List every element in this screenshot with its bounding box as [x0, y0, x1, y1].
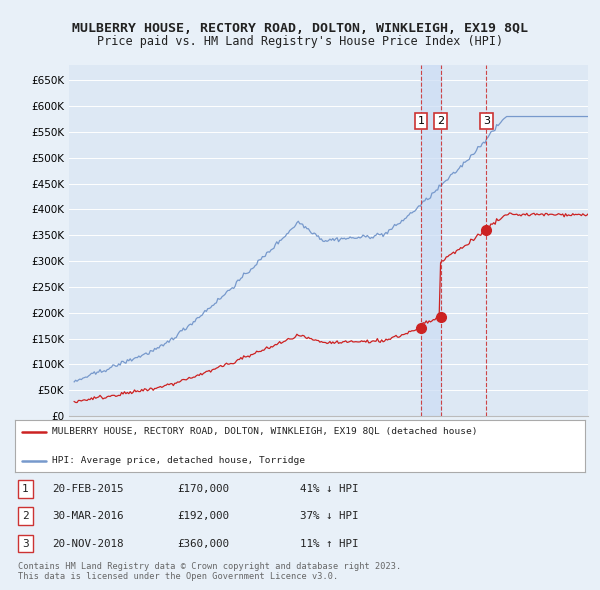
- Text: Price paid vs. HM Land Registry's House Price Index (HPI): Price paid vs. HM Land Registry's House …: [97, 35, 503, 48]
- Text: HPI: Average price, detached house, Torridge: HPI: Average price, detached house, Torr…: [52, 456, 305, 465]
- Text: 20-FEB-2015: 20-FEB-2015: [52, 484, 124, 494]
- Text: 1: 1: [418, 116, 425, 126]
- Text: 30-MAR-2016: 30-MAR-2016: [52, 512, 124, 521]
- Text: 3: 3: [483, 116, 490, 126]
- Text: MULBERRY HOUSE, RECTORY ROAD, DOLTON, WINKLEIGH, EX19 8QL (detached house): MULBERRY HOUSE, RECTORY ROAD, DOLTON, WI…: [52, 427, 478, 436]
- Text: Contains HM Land Registry data © Crown copyright and database right 2023.
This d: Contains HM Land Registry data © Crown c…: [18, 562, 401, 581]
- Text: 3: 3: [22, 539, 29, 549]
- Text: 1: 1: [22, 484, 29, 494]
- Text: 20-NOV-2018: 20-NOV-2018: [52, 539, 124, 549]
- Text: MULBERRY HOUSE, RECTORY ROAD, DOLTON, WINKLEIGH, EX19 8QL: MULBERRY HOUSE, RECTORY ROAD, DOLTON, WI…: [72, 22, 528, 35]
- Text: £360,000: £360,000: [178, 539, 229, 549]
- Text: 11% ↑ HPI: 11% ↑ HPI: [300, 539, 359, 549]
- Text: 2: 2: [22, 512, 29, 521]
- Bar: [421, 65, 440, 416]
- Text: 37% ↓ HPI: 37% ↓ HPI: [300, 512, 359, 521]
- Text: £170,000: £170,000: [178, 484, 229, 494]
- Text: £192,000: £192,000: [178, 512, 229, 521]
- Text: 2: 2: [437, 116, 444, 126]
- Text: 41% ↓ HPI: 41% ↓ HPI: [300, 484, 359, 494]
